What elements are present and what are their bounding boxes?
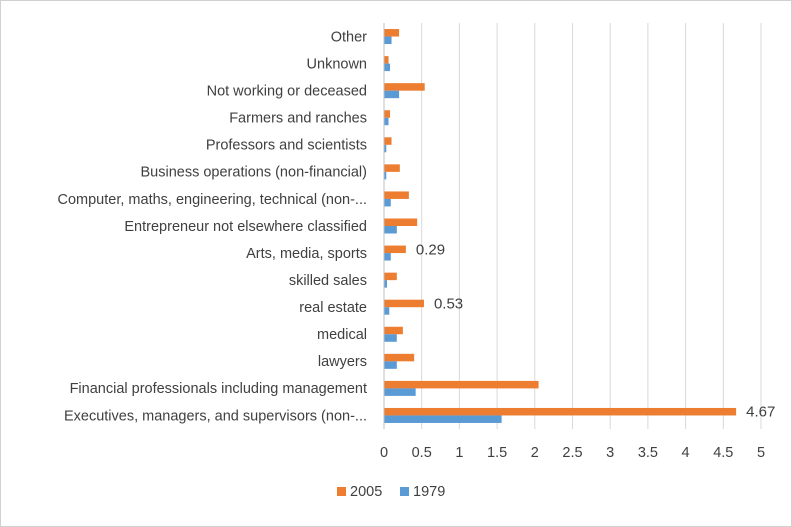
bar-1979 (384, 280, 388, 288)
x-tick-label: 1.5 (487, 445, 507, 461)
bar-1979 (384, 361, 397, 369)
category-label: Executives, managers, and supervisors (n… (64, 408, 367, 424)
bar-1979 (384, 198, 391, 207)
category-label: Entrepreneur not elsewhere classified (124, 219, 367, 235)
x-tick-label: 1 (455, 445, 463, 461)
x-tick-label: 0.5 (412, 445, 432, 461)
category-label: skilled sales (289, 273, 367, 289)
bar-2005 (384, 110, 391, 118)
bar-2005 (384, 326, 403, 335)
category-label: Professors and scientists (206, 138, 367, 154)
bar-1979 (384, 388, 416, 396)
bar-2005 (384, 29, 400, 37)
x-tick-label: 2 (531, 445, 539, 461)
legend-swatch-1979 (400, 487, 409, 496)
bar-1979 (384, 307, 390, 315)
bar-2005 (384, 245, 406, 254)
x-tick-label: 2.5 (562, 445, 582, 461)
category-label: Business operations (non-financial) (141, 165, 368, 181)
category-label: Arts, media, sports (246, 246, 367, 262)
legend-label: 1979 (413, 484, 445, 500)
bar-2005 (384, 83, 425, 91)
bar-1979 (384, 36, 392, 45)
bar-1979 (384, 90, 400, 99)
category-label: lawyers (318, 354, 367, 370)
category-label: Financial professionals including manage… (70, 381, 367, 397)
category-label: real estate (299, 300, 367, 316)
bar-1979 (384, 171, 387, 180)
bar-2005 (384, 353, 415, 362)
data-label: 0.29 (416, 241, 445, 258)
x-tick-label: 5 (757, 445, 765, 461)
bar-2005 (384, 56, 389, 64)
legend-swatch-2005 (337, 487, 346, 496)
x-tick-label: 3 (606, 445, 614, 461)
category-label: Not working or deceased (207, 83, 367, 99)
bar-1979 (384, 226, 397, 234)
bar-2005 (384, 218, 418, 226)
bar-1979 (384, 334, 397, 342)
category-label: Computer, maths, engineering, technical … (58, 192, 368, 208)
bar-1979 (384, 415, 502, 423)
bar-2005 (384, 380, 539, 389)
x-tick-label: 0 (380, 445, 388, 461)
legend-label: 2005 (350, 484, 382, 500)
category-label: medical (317, 327, 367, 343)
x-tick-label: 3.5 (638, 445, 658, 461)
bar-2005 (384, 272, 397, 281)
bar-1979 (384, 117, 389, 126)
bar-1979 (384, 144, 387, 153)
data-label: 0.53 (434, 295, 463, 312)
data-label: 4.67 (746, 404, 775, 421)
x-tick-label: 4.5 (713, 445, 733, 461)
bar-2005 (384, 407, 737, 416)
bar-1979 (384, 253, 391, 261)
bar-2005 (384, 164, 400, 172)
bar-2005 (384, 137, 392, 145)
bar-2005 (384, 191, 409, 199)
category-label: Unknown (307, 56, 367, 72)
bar-1979 (384, 63, 391, 72)
x-tick-label: 4 (682, 445, 690, 461)
bar-2005 (384, 299, 424, 308)
category-label: Farmers and ranches (229, 111, 367, 127)
category-label: Other (331, 29, 367, 45)
